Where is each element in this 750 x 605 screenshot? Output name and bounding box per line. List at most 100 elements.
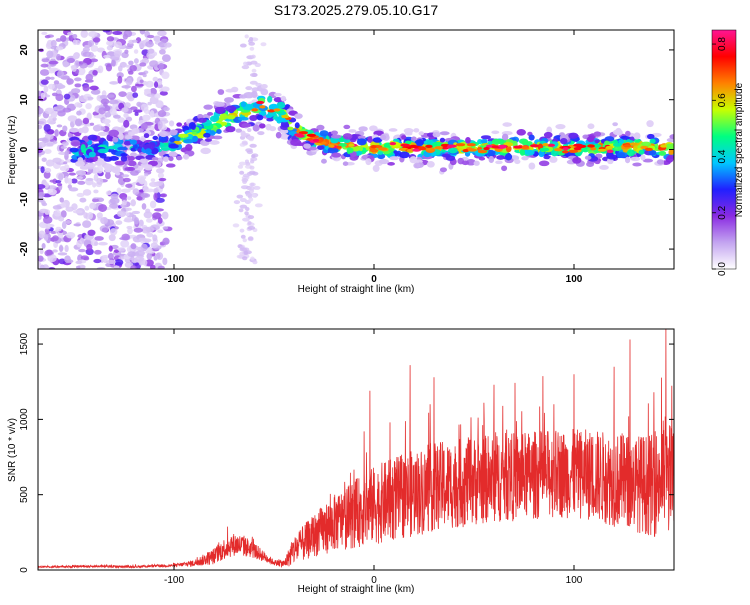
- heatmap-cell: [113, 249, 120, 253]
- heatmap-cell: [71, 141, 80, 146]
- heatmap-cell: [97, 131, 109, 136]
- heatmap-cell: [203, 132, 211, 138]
- heatmap-cell: [121, 174, 130, 178]
- heatmap-cell: [44, 167, 52, 173]
- heatmap-cell: [38, 137, 48, 142]
- heatmap-cell: [129, 152, 138, 158]
- heatmap-cell: [377, 147, 388, 151]
- heatmap-cell: [414, 139, 424, 147]
- heatmap-cell: [62, 161, 68, 165]
- heatmap-cell: [251, 54, 256, 59]
- heatmap-cell: [60, 145, 68, 149]
- heatmap-cell: [120, 153, 128, 157]
- heatmap-cell: [57, 252, 68, 256]
- heatmap-cell: [68, 172, 76, 176]
- heatmap-cell: [158, 177, 167, 182]
- heatmap-cell: [185, 143, 193, 152]
- heatmap-cell: [648, 150, 657, 156]
- heatmap-cell: [155, 168, 165, 174]
- heatmap-cell: [121, 85, 131, 89]
- heatmap-cell: [127, 227, 133, 235]
- heatmap-cell: [250, 182, 255, 187]
- heatmap-cell: [47, 254, 57, 263]
- heatmap-cell: [413, 162, 421, 169]
- heatmap-cell: [61, 141, 69, 147]
- snr-ytick-label: 1500: [19, 333, 30, 356]
- heatmap-cell: [94, 160, 104, 166]
- heatmap-cell: [249, 143, 257, 148]
- heatmap-cell: [139, 30, 146, 35]
- heatmap-ylabel: Frequency (Hz): [7, 116, 18, 185]
- heatmap-cell: [625, 130, 631, 137]
- heatmap-cell: [136, 195, 143, 201]
- heatmap-cell: [120, 155, 128, 162]
- heatmap-cell: [108, 129, 120, 137]
- heatmap-cell: [113, 114, 121, 119]
- heatmap-cell: [134, 111, 139, 116]
- heatmap-cell: [633, 132, 641, 140]
- heatmap-cell: [140, 123, 148, 130]
- heatmap-cell: [47, 188, 57, 196]
- heatmap-cell: [142, 185, 149, 193]
- heatmap-cell: [280, 128, 289, 134]
- heatmap-cell: [157, 265, 165, 269]
- heatmap-cell: [153, 187, 159, 194]
- heatmap-cell: [594, 139, 600, 144]
- heatmap-cell: [142, 238, 152, 243]
- heatmap-cell: [400, 143, 410, 147]
- heatmap-cell: [379, 134, 387, 141]
- colorbar-label: Normalized spectral amplitude: [734, 82, 745, 217]
- heatmap-cell: [593, 131, 602, 137]
- heatmap-cell: [590, 147, 597, 151]
- heatmap-cell: [587, 144, 595, 148]
- heatmap-cell: [401, 135, 407, 140]
- heatmap-cell: [135, 83, 144, 87]
- heatmap-cell: [50, 110, 58, 118]
- heatmap-cell: [60, 202, 67, 208]
- heatmap-cell: [41, 157, 47, 162]
- heatmap-cell: [136, 101, 142, 107]
- heatmap-cell: [543, 131, 553, 139]
- heatmap-cell: [660, 144, 667, 148]
- heatmap-cell: [348, 129, 357, 133]
- heatmap-cell: [249, 165, 255, 170]
- heatmap-cell: [369, 149, 379, 153]
- heatmap-cell: [64, 244, 69, 253]
- heatmap-cell: [67, 178, 73, 185]
- heatmap-cell: [106, 40, 114, 46]
- heatmap-cell: [273, 108, 281, 112]
- heatmap-cell: [247, 236, 254, 241]
- heatmap-cell: [50, 76, 55, 80]
- heatmap-cell: [71, 65, 77, 72]
- heatmap-cell: [80, 30, 89, 38]
- heatmap-cell: [238, 208, 244, 213]
- heatmap-cell: [240, 234, 246, 239]
- heatmap-cell: [638, 149, 645, 155]
- heatmap-cell: [87, 229, 96, 236]
- heatmap-cell: [249, 80, 258, 85]
- heatmap-cell: [96, 47, 105, 53]
- heatmap-cell: [52, 117, 57, 121]
- heatmap-cell: [157, 217, 163, 224]
- heatmap-cell: [303, 143, 311, 149]
- heatmap-cell: [129, 139, 138, 145]
- heatmap-cell: [146, 232, 154, 238]
- heatmap-cell: [52, 205, 62, 210]
- heatmap-cell: [145, 226, 155, 233]
- heatmap-cell: [114, 160, 125, 166]
- heatmap-cell: [351, 134, 357, 138]
- heatmap-cell: [87, 40, 95, 48]
- heatmap-cell: [612, 129, 623, 136]
- heatmap-cell: [217, 89, 225, 95]
- heatmap-cell: [669, 134, 674, 140]
- heatmap-cell: [513, 145, 523, 149]
- heatmap-cell: [124, 102, 131, 108]
- heatmap-cell: [225, 88, 235, 93]
- heatmap-cell: [247, 215, 255, 220]
- heatmap-cell: [605, 145, 614, 150]
- heatmap-cell: [243, 61, 248, 66]
- heatmap-cell: [273, 97, 283, 103]
- heatmap-cell: [155, 100, 164, 109]
- heatmap-cell: [71, 178, 78, 184]
- heatmap-cell: [72, 53, 79, 60]
